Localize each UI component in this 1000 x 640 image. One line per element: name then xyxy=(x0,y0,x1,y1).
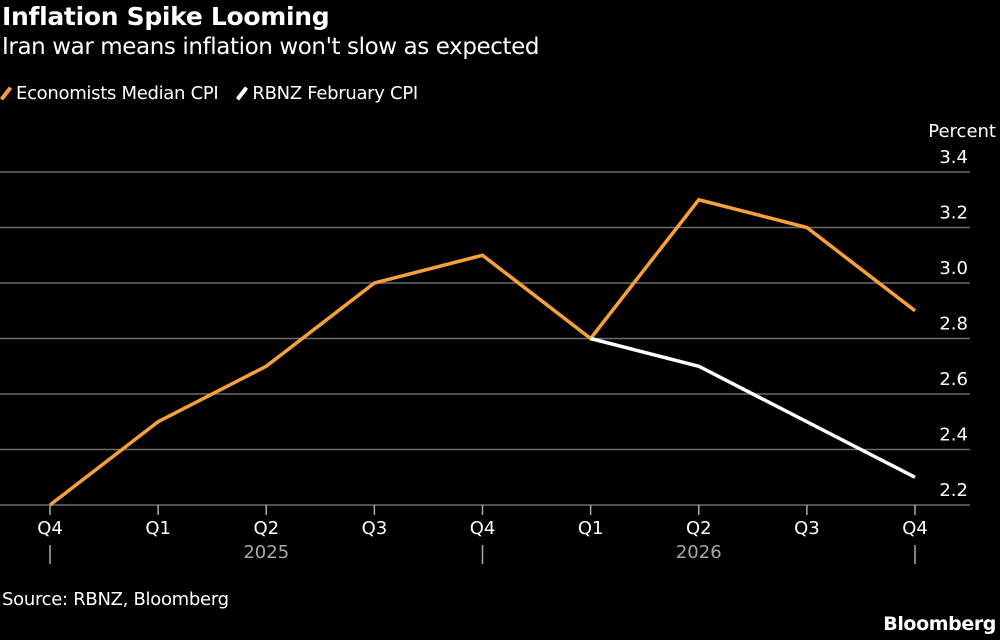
legend-item-rbnz: RBNZ February CPI xyxy=(236,83,418,104)
legend: Economists Median CPI RBNZ February CPI xyxy=(0,83,418,104)
y-tick-label: 2.8 xyxy=(939,314,968,335)
chart-title: Inflation Spike Looming xyxy=(2,2,330,31)
y-tick-label: 2.4 xyxy=(939,425,968,446)
x-tick-label: Q3 xyxy=(794,518,820,539)
y-axis-label: Percent xyxy=(928,121,996,142)
series-line-economists xyxy=(48,197,917,507)
legend-label-economists: Economists Median CPI xyxy=(16,83,219,104)
year-label: 2025 xyxy=(243,542,289,563)
x-tick-label: Q4 xyxy=(37,518,63,539)
x-tick-label: Q1 xyxy=(578,518,604,539)
x-tick-label: Q4 xyxy=(902,518,928,539)
y-tick-label: 2.6 xyxy=(939,369,968,390)
y-tick-label: 3.4 xyxy=(939,147,968,168)
x-tick-label: Q3 xyxy=(362,518,388,539)
y-tick-label: 3.0 xyxy=(939,258,968,279)
x-tick-label: Q1 xyxy=(145,518,171,539)
y-tick-label: 2.2 xyxy=(939,480,968,501)
x-tick-label: Q2 xyxy=(686,518,712,539)
chart-subtitle: Iran war means inflation won't slow as e… xyxy=(2,34,540,60)
x-tick-label: Q2 xyxy=(253,518,279,539)
legend-label-rbnz: RBNZ February CPI xyxy=(252,83,418,104)
series-line-rbnz xyxy=(590,336,916,479)
source-note: Source: RBNZ, Bloomberg xyxy=(2,589,229,610)
bloomberg-logo: Bloomberg xyxy=(883,613,996,635)
x-tick-label: Q4 xyxy=(470,518,496,539)
legend-item-economists: Economists Median CPI xyxy=(0,83,219,104)
y-tick-label: 3.2 xyxy=(939,203,968,224)
year-label: 2026 xyxy=(676,542,722,563)
